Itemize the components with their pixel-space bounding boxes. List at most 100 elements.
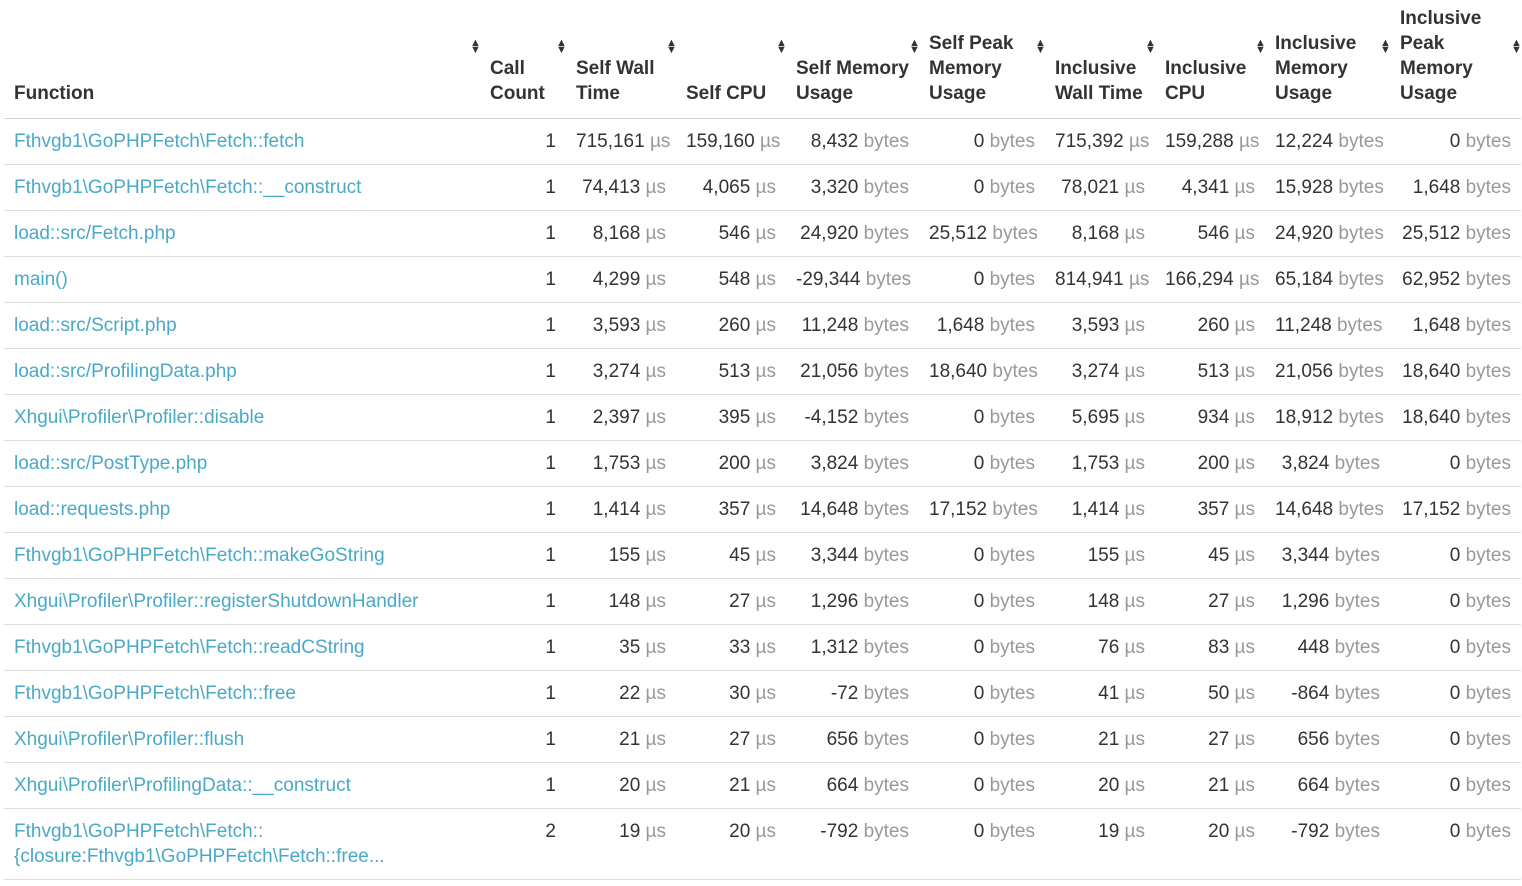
cell-value: 11,248 xyxy=(1275,315,1332,336)
cell-incl-mem: 12,224 bytes xyxy=(1265,118,1390,165)
sort-up-down-icon[interactable]: ▲ ▼ xyxy=(1035,37,1046,56)
cell-incl-cpu: 21 µs xyxy=(1155,762,1265,809)
function-link[interactable]: Xhgui\Profiler\Profiler::registerShutdow… xyxy=(14,591,419,612)
table-row: Xhgui\Profiler\Profiler::registerShutdow… xyxy=(4,578,1521,625)
table-row: load::src/PostType.php 1 1,753 µs 200 µs 3,8… xyxy=(4,440,1521,487)
sort-up-down-icon[interactable]: ▲ ▼ xyxy=(1511,37,1522,56)
unit-label: bytes xyxy=(1465,775,1511,796)
cell-self-mem: 3,344 bytes xyxy=(786,532,919,579)
cell-incl-cpu: 50 µs xyxy=(1155,670,1265,717)
unit-label: bytes xyxy=(989,453,1035,474)
cell-value: 21 xyxy=(1208,775,1230,796)
cell-self-mem: 14,648 bytes xyxy=(786,486,919,533)
cell-incl-wall: 3,274 µs xyxy=(1045,348,1155,395)
unit-label: bytes xyxy=(865,269,912,290)
function-link[interactable]: load::requests.php xyxy=(14,499,171,520)
cell-call-count: 1 xyxy=(480,486,566,533)
cell-value: 166,294 xyxy=(1165,269,1234,290)
cell-value: 3,344 xyxy=(1281,545,1330,566)
cell-incl-cpu: 934 µs xyxy=(1155,394,1265,441)
column-header-self-wall[interactable]: Self Wall Time ▲ ▼ xyxy=(566,0,677,119)
cell-self-mem: -72 bytes xyxy=(786,670,919,717)
function-link[interactable]: Xhgui\Profiler\Profiler::flush xyxy=(14,729,245,750)
unit-label: µs xyxy=(1124,177,1145,198)
cell-value: 3,320 xyxy=(810,177,859,198)
cell-self-cpu: 20 µs xyxy=(676,808,786,880)
function-link[interactable]: load::src/Fetch.php xyxy=(14,223,176,244)
column-header-incl-peak[interactable]: Inclusive Peak Memory Usage ▲ ▼ xyxy=(1390,0,1522,119)
unit-label: bytes xyxy=(992,223,1038,244)
cell-function: load::src/Script.php xyxy=(4,302,480,349)
unit-label: bytes xyxy=(863,637,909,658)
cell-value: 0 xyxy=(973,729,985,750)
function-link[interactable]: Fthvgb1\GoPHPFetch\Fetch::__construct xyxy=(14,177,362,198)
unit-label: µs xyxy=(645,453,666,474)
column-header-self-cpu[interactable]: Self CPU ▲ ▼ xyxy=(676,0,787,119)
cell-value: 45 xyxy=(1208,545,1230,566)
unit-label: bytes xyxy=(863,407,909,428)
column-header-self-mem[interactable]: Self Memory Usage ▲ ▼ xyxy=(786,0,920,119)
cell-self-peak: 0 bytes xyxy=(919,762,1045,809)
cell-value: 1 xyxy=(545,223,556,244)
cell-value: 27 xyxy=(1208,729,1230,750)
cell-self-wall: 715,161 µs xyxy=(566,118,676,165)
sort-up-down-icon[interactable]: ▲ ▼ xyxy=(470,37,481,56)
unit-label: bytes xyxy=(863,315,909,336)
column-header-incl-mem[interactable]: Inclusive Memory Usage ▲ ▼ xyxy=(1265,0,1391,119)
cell-incl-peak: 0 bytes xyxy=(1390,808,1521,880)
sort-up-down-icon[interactable]: ▲ ▼ xyxy=(1145,37,1156,56)
column-header-label: Call Count xyxy=(490,58,545,104)
function-link[interactable]: load::src/Script.php xyxy=(14,315,177,336)
cell-function: load::src/PostType.php xyxy=(4,440,480,487)
function-link[interactable]: Xhgui\Profiler\ProfilingData::__construc… xyxy=(14,775,351,796)
function-link[interactable]: load::src/ProfilingData.php xyxy=(14,361,237,382)
cell-value: 14,648 xyxy=(800,499,859,520)
function-link[interactable]: Fthvgb1\GoPHPFetch\Fetch::readCString xyxy=(14,637,365,658)
column-header-label: Self Memory Usage xyxy=(796,58,909,104)
cell-self-wall: 74,413 µs xyxy=(566,164,676,211)
function-link[interactable]: main() xyxy=(14,269,68,290)
function-link[interactable]: Fthvgb1\GoPHPFetch\Fetch::fetch xyxy=(14,131,305,152)
cell-value: 1 xyxy=(545,775,556,796)
cell-value: 0 xyxy=(1449,729,1461,750)
sort-up-down-icon[interactable]: ▲ ▼ xyxy=(1380,37,1391,56)
cell-value: 21 xyxy=(1098,729,1120,750)
sort-up-down-icon[interactable]: ▲ ▼ xyxy=(1255,37,1266,56)
cell-value: 20 xyxy=(1098,775,1120,796)
sort-up-down-icon[interactable]: ▲ ▼ xyxy=(556,37,567,56)
cell-value: 4,065 xyxy=(702,177,751,198)
function-link[interactable]: Xhgui\Profiler\Profiler::disable xyxy=(14,407,265,428)
cell-value: 656 xyxy=(1297,729,1330,750)
sort-up-down-icon[interactable]: ▲ ▼ xyxy=(666,37,677,56)
unit-label: bytes xyxy=(1338,177,1384,198)
column-header-function[interactable]: Function ▲ ▼ xyxy=(4,0,481,119)
cell-incl-wall: 1,753 µs xyxy=(1045,440,1155,487)
function-link[interactable]: Fthvgb1\GoPHPFetch\Fetch::free xyxy=(14,683,296,704)
cell-value: 1,753 xyxy=(1071,453,1120,474)
cell-incl-mem: 3,344 bytes xyxy=(1265,532,1390,579)
cell-value: 159,160 xyxy=(686,131,755,152)
unit-label: µs xyxy=(1238,269,1260,290)
cell-self-mem: -792 bytes xyxy=(786,808,919,880)
column-header-call-count[interactable]: Call Count ▲ ▼ xyxy=(480,0,567,119)
sort-up-down-icon[interactable]: ▲ ▼ xyxy=(776,37,787,56)
column-header-incl-cpu[interactable]: Inclusive CPU ▲ ▼ xyxy=(1155,0,1266,119)
function-link[interactable]: Fthvgb1\GoPHPFetch\Fetch::{closure:Fthvg… xyxy=(14,821,385,867)
cell-self-peak: 0 bytes xyxy=(919,624,1045,671)
unit-label: µs xyxy=(755,729,776,750)
function-link[interactable]: Fthvgb1\GoPHPFetch\Fetch::makeGoString xyxy=(14,545,385,566)
sort-up-down-icon[interactable]: ▲ ▼ xyxy=(909,37,920,56)
cell-value: 27 xyxy=(1208,591,1230,612)
column-header-incl-wall[interactable]: Inclusive Wall Time ▲ ▼ xyxy=(1045,0,1156,119)
cell-self-peak: 0 bytes xyxy=(919,440,1045,487)
cell-value: 1 xyxy=(545,545,556,566)
function-link[interactable]: load::src/PostType.php xyxy=(14,453,208,474)
cell-function: Xhgui\Profiler\Profiler::registerShutdow… xyxy=(4,578,480,625)
cell-value: 155 xyxy=(1087,545,1120,566)
cell-value: -792 xyxy=(1291,821,1330,842)
column-header-self-peak[interactable]: Self Peak Memory Usage ▲ ▼ xyxy=(919,0,1046,119)
cell-value: 30 xyxy=(729,683,751,704)
table-row: Xhgui\Profiler\Profiler::disable 1 2,397 µ… xyxy=(4,394,1521,441)
unit-label: µs xyxy=(1124,361,1145,382)
cell-incl-mem: 1,296 bytes xyxy=(1265,578,1390,625)
